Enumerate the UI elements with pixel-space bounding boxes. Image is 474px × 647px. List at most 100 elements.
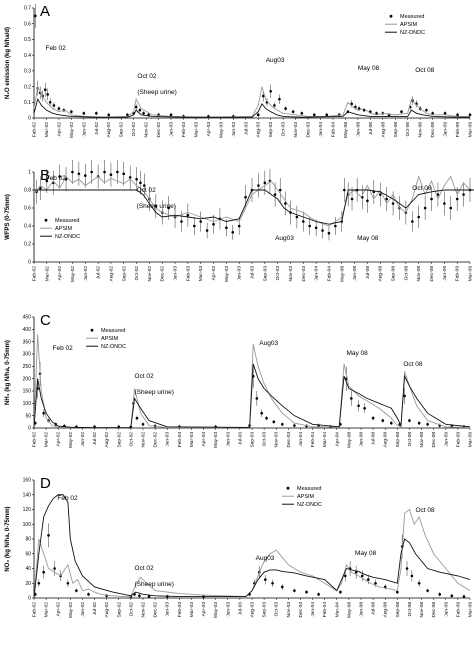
panel-letter: B — [40, 167, 50, 184]
x-tick-label: Dec-03 — [298, 602, 304, 618]
data-point — [325, 113, 329, 117]
x-tick-label: Dec-03 — [286, 432, 292, 448]
data-point — [43, 88, 47, 92]
event-label: May 08 — [355, 550, 377, 557]
data-point — [375, 111, 378, 115]
x-tick-label: Oct-03 — [262, 432, 268, 447]
data-point — [142, 184, 146, 187]
data-point — [436, 193, 440, 196]
data-point — [360, 574, 364, 578]
x-tick-label: Jun-08 — [359, 432, 365, 447]
x-tick-label: Oct-08 — [407, 602, 413, 617]
data-point — [371, 416, 375, 420]
x-tick-label: Jan-04 — [298, 432, 304, 447]
x-tick-label: Oct-08 — [405, 122, 411, 137]
x-tick-label: Jun-03 — [237, 266, 243, 281]
x-tick-label: May-02 — [68, 602, 74, 618]
x-tick-label: Sep-02 — [121, 266, 127, 282]
data-point — [71, 170, 74, 174]
x-tick-label: Jun-02 — [83, 266, 89, 281]
x-tick-label: Apr-03 — [211, 266, 217, 281]
x-tick-label: Jan-09 — [443, 432, 449, 447]
y-tick-label: 160 — [23, 478, 32, 484]
x-tick-label: Mar-03 — [189, 432, 195, 448]
data-point — [42, 411, 45, 415]
y-tick-label: 250 — [23, 364, 32, 370]
data-point — [205, 229, 209, 232]
x-tick-label: Nov-08 — [419, 432, 425, 448]
data-point — [256, 113, 260, 117]
x-tick-label: Nov-08 — [416, 266, 422, 282]
x-tick-label: Nov-02 — [144, 122, 150, 138]
x-tick-label: Sep-03 — [250, 432, 256, 448]
panel-b: 0 0.2 0.4 0.6 0.8 1 Feb-02 Mar-02 Apr-02 May-02 Ju… — [5, 160, 474, 282]
data-point — [417, 581, 421, 585]
x-tick-label: Jun-08 — [355, 122, 361, 137]
data-point — [46, 93, 50, 96]
event-label: Oct 08 — [416, 507, 436, 514]
event-label: Oct 02 — [137, 73, 157, 80]
y-tick-label: 60 — [25, 551, 31, 557]
panel-a: 0 0.1 0.2 0.3 0.4 0.5 0.6 0.7 Feb-02 Mar-02 Apr-02… — [5, 3, 474, 138]
data-point — [396, 590, 399, 594]
data-point — [363, 406, 366, 410]
x-tick-label: Jan-04 — [310, 602, 316, 617]
data-point — [400, 110, 403, 114]
y-tick-label: 0.6 — [24, 21, 31, 27]
x-tick-label: Jul-03 — [250, 266, 256, 279]
x-tick-label: Jun-02 — [81, 122, 87, 137]
x-tick-label: Mar-02 — [44, 266, 50, 282]
y-tick-label: 0 — [28, 260, 31, 266]
data-point — [142, 111, 145, 115]
y-axis-label: N₂O emission (kg N/ha/d) — [5, 27, 11, 99]
legend-label: Measured — [101, 328, 125, 334]
data-point — [278, 97, 281, 101]
x-tick-label: Jul-08 — [371, 432, 377, 445]
x-tick-label: Jan-09 — [443, 602, 449, 617]
event-label: (Sheep urine) — [137, 89, 176, 96]
panel-letter: C — [40, 312, 51, 329]
panel-c: 0 50 100 150 200 250 300 350 400 450 Feb-02 Mar-02 A… — [5, 312, 474, 448]
x-tick-label: Aug-02 — [104, 602, 110, 618]
y-tick-label: 100 — [23, 522, 32, 528]
x-tick-label: Dec-02 — [153, 602, 159, 618]
data-point — [135, 416, 139, 420]
legend-label: APSIM — [101, 336, 119, 342]
legend-label: NZ-DNDC — [55, 234, 80, 240]
data-point — [357, 404, 360, 408]
x-tick-label: Oct-03 — [281, 122, 287, 137]
data-point — [462, 595, 466, 598]
x-tick-label: Feb-03 — [177, 432, 183, 448]
x-tick-label: Nov-08 — [419, 602, 425, 618]
x-tick-label: Sep-08 — [395, 602, 401, 618]
event-label: Oct 02 — [137, 187, 157, 194]
data-point — [308, 224, 312, 228]
data-point — [264, 578, 267, 581]
data-point — [417, 215, 421, 219]
data-point — [327, 231, 331, 235]
event-label: Aug03 — [256, 555, 275, 562]
data-point — [53, 567, 56, 570]
x-tick-label: Feb-04 — [326, 266, 332, 282]
data-point — [350, 397, 353, 400]
x-tick-label: Apr-02 — [56, 432, 62, 447]
data-point — [128, 176, 132, 179]
event-label: Feb 02 — [57, 495, 78, 502]
x-tick-label: Jul-03 — [237, 432, 243, 445]
event-label: Feb 02 — [45, 45, 66, 52]
data-point — [273, 193, 277, 196]
y-axis-label: NO₃ (kg N/ha, 0-75mm) — [5, 506, 11, 571]
y-tick-label: 100 — [23, 401, 32, 407]
x-tick-label: May-08 — [346, 432, 352, 448]
x-tick-label: Oct-02 — [131, 122, 137, 137]
x-tick-label: Sep-02 — [116, 432, 122, 448]
x-tick-label: Nov-03 — [286, 602, 292, 618]
legend-marker-measured — [90, 328, 94, 332]
x-tick-label: Aug-02 — [108, 266, 114, 282]
event-label: Aug03 — [275, 235, 294, 242]
data-point — [462, 193, 465, 196]
data-point — [350, 197, 354, 201]
legend-label: NZ-DNDC — [101, 344, 126, 350]
